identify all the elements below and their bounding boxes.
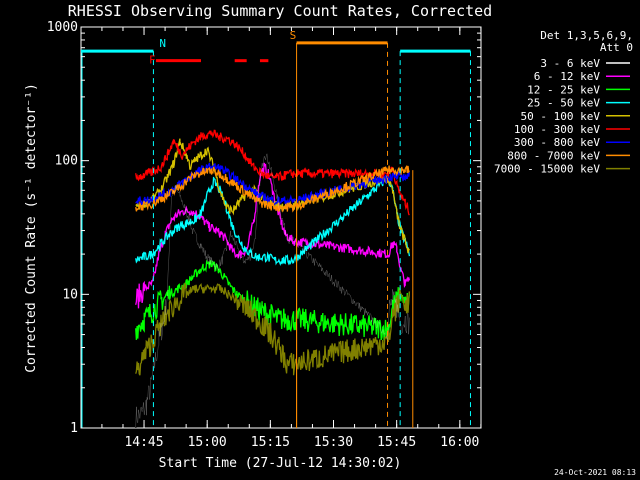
- x-tick-label-5: 16:00: [440, 435, 479, 450]
- x-tick-label-0: 14:45: [124, 435, 163, 450]
- y-tick-label-1: 10: [62, 287, 78, 302]
- chart-title: RHESSI Observing Summary Count Rates, Co…: [68, 2, 492, 20]
- x-tick-label-1: 15:00: [188, 435, 227, 450]
- series-line-3: [135, 173, 411, 266]
- y-tick-label-3: 1000: [47, 20, 78, 35]
- traces-layer: [135, 129, 414, 429]
- flag-markers: N S F: [81, 29, 471, 428]
- series-line-8: [135, 282, 411, 376]
- footer-date: 24-Oct-2021 08:13: [554, 468, 636, 477]
- legend-label-7: 800 - 7000 keV: [507, 149, 600, 162]
- legend-label-1: 6 - 12 keV: [534, 70, 601, 83]
- legend-label-5: 100 - 300 keV: [514, 123, 600, 136]
- legend-label-4: 50 - 100 keV: [521, 110, 601, 123]
- plot-frame: [80, 26, 482, 429]
- y-tick-label-2: 100: [55, 154, 78, 169]
- flag-f-label: F: [149, 54, 156, 67]
- legend-label-0: 3 - 6 keV: [540, 57, 600, 70]
- series-line-0-halo: [135, 153, 410, 429]
- x-tick-label-3: 15:30: [314, 435, 353, 450]
- series-line-0: [135, 153, 411, 429]
- legend-label-6: 300 - 800 keV: [514, 136, 600, 149]
- x-tick-label-4: 15:45: [377, 435, 416, 450]
- flag-s-label: S: [290, 29, 297, 42]
- y-tick-label-0: 1: [70, 421, 78, 436]
- y-axis-label: Corrected Count Rate (s⁻¹ detector⁻¹): [24, 83, 39, 373]
- legend-header-1: Det 1,3,5,6,9,: [540, 29, 633, 42]
- legend-header-2: Att 0: [600, 41, 633, 54]
- axes-layer: 1 10 100 1000 14:45 15:00 15:15 15:30 15:45 16:00: [47, 20, 482, 450]
- series-line-7: [135, 164, 410, 213]
- legend-label-3: 25 - 50 keV: [527, 97, 600, 110]
- legend-label-8: 7000 - 15000 keV: [494, 163, 600, 176]
- flag-n-label: N: [159, 37, 166, 50]
- series-line-2: [135, 259, 411, 341]
- x-axis-label: Start Time (27-Jul-12 14:30:02): [159, 456, 402, 471]
- series-line-6: [135, 162, 411, 206]
- legend-label-2: 12 - 25 keV: [527, 83, 600, 96]
- series-line-5: [135, 129, 410, 216]
- x-tick-label-2: 15:15: [251, 435, 290, 450]
